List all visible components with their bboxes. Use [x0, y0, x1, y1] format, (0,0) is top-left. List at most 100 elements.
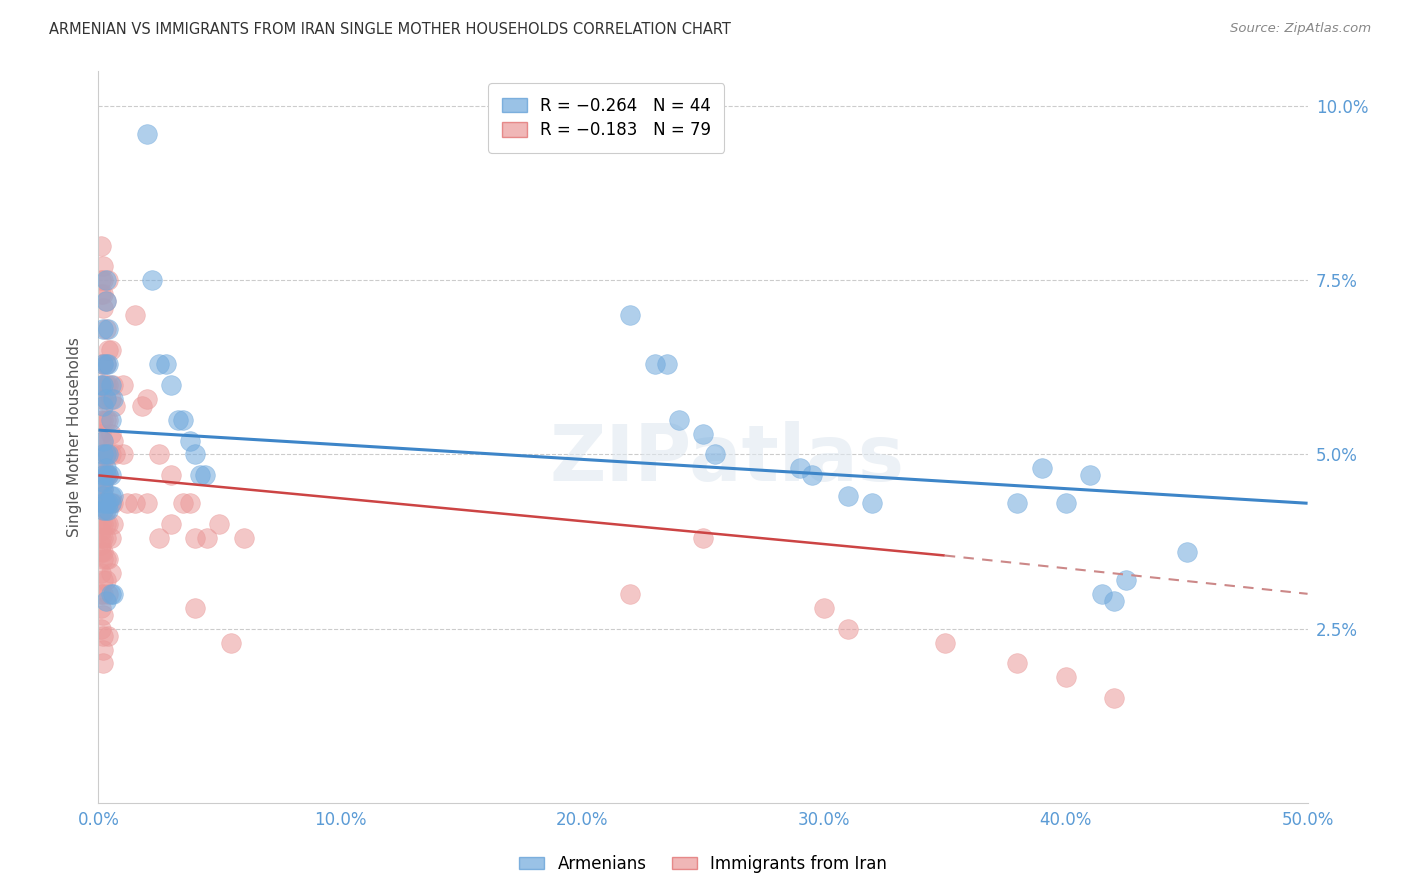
Point [91, 642, 114, 657]
Point [97, 496, 120, 510]
Point [789, 461, 811, 475]
Text: ARMENIAN VS IMMIGRANTS FROM IRAN SINGLE MOTHER HOUSEHOLDS CORRELATION CHART: ARMENIAN VS IMMIGRANTS FROM IRAN SINGLE … [49, 22, 731, 37]
Point [1031, 461, 1053, 475]
Point [90, 448, 112, 462]
Point [124, 308, 146, 322]
Point [91, 377, 114, 392]
Point [90, 238, 112, 252]
Point [1078, 468, 1101, 483]
Point [94, 294, 117, 309]
Point [124, 496, 146, 510]
Point [692, 426, 714, 441]
Point [232, 531, 254, 545]
Point [94, 273, 117, 287]
Point [91, 503, 114, 517]
Point [91, 377, 114, 392]
Point [90, 622, 112, 636]
Point [94, 392, 117, 406]
Text: ZIPatlas: ZIPatlas [550, 421, 904, 497]
Point [1007, 496, 1029, 510]
Point [91, 545, 114, 559]
Point [90, 538, 112, 552]
Point [91, 489, 114, 503]
Point [91, 496, 114, 510]
Point [91, 273, 114, 287]
Point [101, 517, 124, 532]
Point [94, 531, 117, 545]
Point [101, 434, 124, 448]
Point [100, 343, 122, 357]
Point [97, 552, 120, 566]
Point [91, 489, 114, 503]
Point [91, 260, 114, 274]
Point [208, 517, 231, 532]
Point [91, 475, 114, 490]
Point [167, 412, 190, 426]
Point [813, 600, 835, 615]
Point [97, 343, 120, 357]
Point [90, 377, 112, 392]
Point [91, 357, 114, 371]
Point [101, 489, 124, 503]
Point [90, 357, 112, 371]
Legend: Armenians, Immigrants from Iran: Armenians, Immigrants from Iran [513, 848, 893, 880]
Point [141, 273, 163, 287]
Point [148, 531, 170, 545]
Point [91, 503, 114, 517]
Point [655, 357, 678, 371]
Point [1102, 691, 1125, 706]
Point [100, 392, 122, 406]
Point [135, 392, 157, 406]
Point [1102, 594, 1125, 608]
Point [100, 531, 122, 545]
Point [101, 377, 124, 392]
Point [148, 357, 170, 371]
Point [90, 412, 112, 426]
Point [934, 635, 956, 649]
Point [91, 392, 114, 406]
Point [704, 448, 727, 462]
Point [90, 545, 112, 559]
Point [90, 531, 112, 545]
Point [692, 531, 714, 545]
Point [91, 357, 114, 371]
Point [94, 503, 117, 517]
Point [91, 496, 114, 510]
Point [644, 357, 666, 371]
Point [94, 412, 117, 426]
Point [1054, 670, 1077, 684]
Point [91, 468, 114, 483]
Point [97, 629, 120, 643]
Point [1091, 587, 1114, 601]
Point [195, 531, 218, 545]
Point [111, 448, 134, 462]
Point [90, 426, 112, 441]
Point [90, 392, 112, 406]
Point [100, 468, 122, 483]
Point [100, 377, 122, 392]
Point [90, 587, 112, 601]
Point [91, 629, 114, 643]
Point [1007, 657, 1029, 671]
Point [117, 496, 139, 510]
Point [90, 489, 112, 503]
Point [94, 496, 117, 510]
Point [91, 607, 114, 622]
Point [91, 434, 114, 448]
Point [94, 357, 117, 371]
Point [97, 503, 120, 517]
Point [160, 377, 183, 392]
Point [94, 573, 117, 587]
Point [184, 531, 207, 545]
Point [100, 426, 122, 441]
Point [668, 412, 690, 426]
Point [94, 392, 117, 406]
Point [90, 503, 112, 517]
Point [94, 468, 117, 483]
Point [94, 461, 117, 475]
Point [160, 468, 183, 483]
Point [100, 566, 122, 580]
Point [91, 301, 114, 316]
Point [91, 412, 114, 426]
Point [101, 496, 124, 510]
